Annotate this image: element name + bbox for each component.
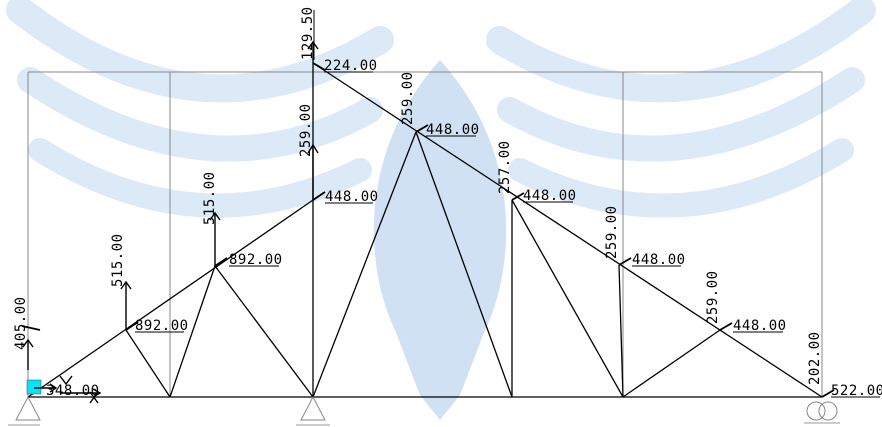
web <box>125 329 171 398</box>
load-label: 259.00 <box>400 71 416 125</box>
load-arrow-icon <box>21 325 41 331</box>
load-label: 224.00 <box>324 58 378 74</box>
web <box>622 329 721 398</box>
top-chord-left <box>27 199 314 398</box>
top-chord-right <box>312 62 823 398</box>
load-label: 129.50 <box>300 6 316 60</box>
load-label: 259.00 <box>298 103 314 157</box>
load-arrows <box>21 40 319 404</box>
load-label: 257.00 <box>497 140 513 194</box>
web <box>511 199 624 398</box>
load-label: 522.00 <box>831 383 882 399</box>
load-label: 892.00 <box>135 318 189 334</box>
load-label: 448.00 <box>523 188 577 204</box>
load-label: 202.00 <box>807 331 823 385</box>
load-arrow-icon <box>120 280 132 330</box>
load-label: 515.00 <box>110 233 126 287</box>
load-label: 515.00 <box>202 171 218 225</box>
frame-grid <box>27 71 823 397</box>
truss-members <box>27 62 823 398</box>
load-arrow-icon <box>307 143 319 200</box>
pin-support-icon <box>296 395 330 426</box>
web <box>415 131 513 398</box>
load-label: 259.00 <box>705 270 721 324</box>
load-label: 448.00 <box>426 122 480 138</box>
load-label: 259.00 <box>604 205 620 259</box>
load-arrow-icon <box>307 40 319 63</box>
load-label: 405.00 <box>13 296 29 350</box>
vertical-labels: 129.50 259.00 259.00 257.00 259.00 259.0… <box>13 6 823 385</box>
load-label: 448.00 <box>733 318 787 334</box>
load-label: 348.00 <box>46 383 100 399</box>
horizontal-labels: 224.00 448.00 448.00 448.00 892.00 448.0… <box>46 58 882 399</box>
roller-support-icon <box>804 401 840 424</box>
web <box>312 131 417 398</box>
watermark-logo <box>6 0 876 420</box>
point-load-ticks <box>125 62 835 398</box>
web <box>618 264 624 398</box>
load-arrow-icon <box>34 383 58 393</box>
web <box>169 265 216 398</box>
fixed-node-marker <box>26 379 42 395</box>
load-label: 448.00 <box>325 189 379 205</box>
load-arrow-icon <box>22 338 34 370</box>
web <box>214 265 314 398</box>
pin-support-icon <box>8 395 41 426</box>
load-label: 448.00 <box>632 252 686 268</box>
load-arrow-icon <box>209 211 221 266</box>
load-label: 892.00 <box>229 252 283 268</box>
